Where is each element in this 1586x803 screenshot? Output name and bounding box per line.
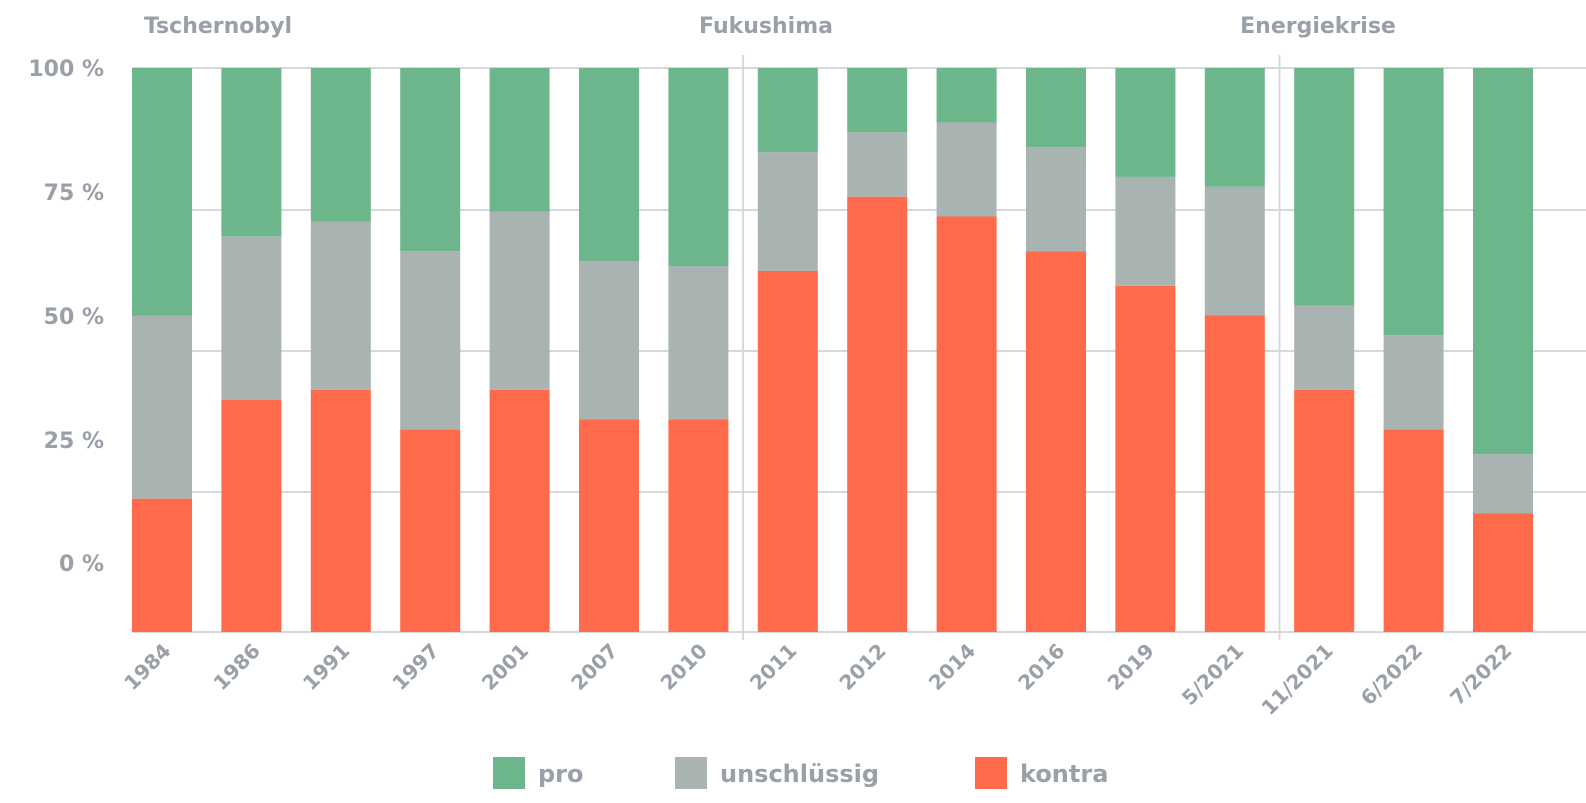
bar-segment-unschlssig [221,236,282,400]
bar-segment-unschlssig [400,251,461,430]
x-tick-label: 7/2022 [1445,639,1516,710]
bar-segment-unschlssig [847,132,908,197]
y-tick-label: 0 % [59,552,104,577]
bar-segment-pro [668,68,729,266]
x-tick-label: 2014 [924,639,980,695]
y-tick-label: 75 % [44,181,104,206]
bar-segment-kontra [1204,315,1265,632]
era-label: Fukushima [699,14,833,39]
x-tick-label: 2001 [477,639,533,695]
bar-segment-unschlssig [132,315,192,499]
bar-segment-kontra [1115,285,1176,632]
bar-segment-kontra [1026,251,1086,632]
y-tick-label: 100 % [28,57,104,82]
x-tick-label: 5/2021 [1177,639,1248,710]
bar-segment-unschlssig [757,152,818,271]
x-tick-label: 11/2021 [1257,639,1338,720]
bar-segment-kontra [400,429,461,632]
bar-segment-unschlssig [1204,186,1265,316]
bar-segment-kontra [579,419,639,632]
bar-segment-pro [1115,68,1176,177]
x-tick-label: 1997 [387,639,443,695]
bar-segment-pro [1026,68,1086,148]
bar-segment-unschlssig [668,266,729,420]
bar-segment-kontra [757,270,818,632]
x-tick-label: 1984 [119,639,175,695]
x-tick-label: 2007 [566,639,622,695]
bar-segment-pro [1383,68,1444,336]
bar-segment-pro [400,68,461,252]
legend-label: pro [538,760,584,788]
x-tick-label: 2011 [745,639,801,695]
bar-segment-pro [1204,68,1265,187]
era-separators [742,55,1281,640]
bar-segment-pro [221,68,282,237]
bar-segment-kontra [221,399,282,632]
legend-swatch [493,757,525,789]
bar-segment-pro [579,68,639,262]
era-labels: Tschernobyl Fukushima Energiekrise [144,14,1396,39]
x-tick-label: 2019 [1103,639,1159,695]
y-tick-label: 50 % [44,305,104,330]
bar-segment-kontra [1383,429,1444,632]
bar-segment-unschlssig [936,122,997,217]
bar-segment-kontra [132,498,192,632]
bar-segment-pro [489,68,550,212]
bar-segment-pro [757,68,818,153]
bar-segment-pro [1294,68,1355,306]
legend-label: kontra [1020,760,1108,788]
bar-segment-unschlssig [1383,335,1444,430]
bar-segment-unschlssig [1115,176,1176,286]
bar-segment-pro [132,68,192,316]
x-tick-label: 1991 [298,639,354,695]
bars [132,68,1533,632]
bar-segment-unschlssig [1294,305,1355,390]
bar-segment-pro [1473,68,1533,455]
bar-segment-pro [847,68,908,133]
y-tick-label: 25 % [44,429,104,454]
y-axis-ticks: 100 % 75 % 50 % 25 % 0 % [28,57,104,577]
x-tick-label: 2016 [1013,639,1069,695]
bar-segment-kontra [1473,513,1533,632]
bar-segment-unschlssig [579,261,639,420]
x-tick-label: 2012 [834,639,890,695]
x-tick-label: 6/2022 [1356,639,1427,710]
bar-segment-kontra [489,389,550,632]
bar-segment-pro [936,68,997,123]
bar-segment-kontra [668,419,729,632]
era-label: Energiekrise [1240,14,1396,39]
bar-segment-unschlssig [489,211,550,390]
era-label: Tschernobyl [144,14,292,39]
bar-segment-kontra [1294,389,1355,632]
bar-segment-pro [310,68,371,222]
bar-segment-unschlssig [1026,147,1086,252]
legend: pro unschlüssig kontra [493,757,1108,789]
x-tick-label: 1986 [209,639,265,695]
bar-segment-kontra [936,216,997,632]
bar-segment-unschlssig [310,221,371,390]
legend-swatch [675,757,707,789]
bar-segment-unschlssig [1473,454,1533,514]
x-tick-label: 2010 [656,639,712,695]
bar-segment-kontra [847,196,908,632]
bar-segment-kontra [310,389,371,632]
x-axis-ticks: 1984 1986 1991 1997 2001 2007 2010 2011 2012 2014… [119,639,1516,720]
legend-label: unschlüssig [720,760,879,788]
legend-swatch [975,757,1007,789]
